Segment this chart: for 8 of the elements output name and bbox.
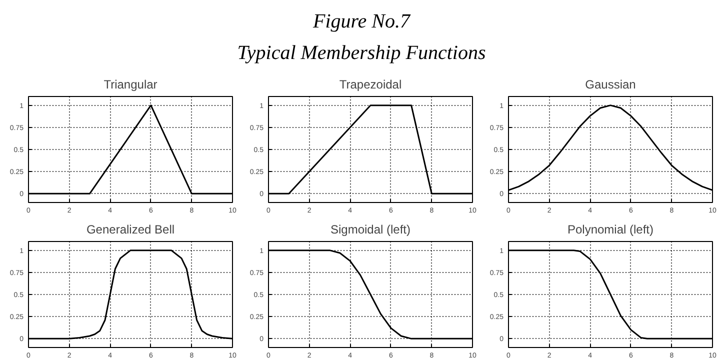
chart-title: Polynomial (left) (567, 222, 654, 236)
chart-title: Gaussian (585, 78, 636, 92)
chart-title: Trapezoidal (339, 78, 402, 92)
text: Figure No.7 (312, 10, 412, 32)
chart-title: Triangular (104, 78, 158, 92)
chart-title: Sigmoidal (left) (330, 222, 411, 236)
text: Typical Membership Functions (237, 42, 486, 64)
chart-title: Generalized Bell (86, 222, 175, 236)
